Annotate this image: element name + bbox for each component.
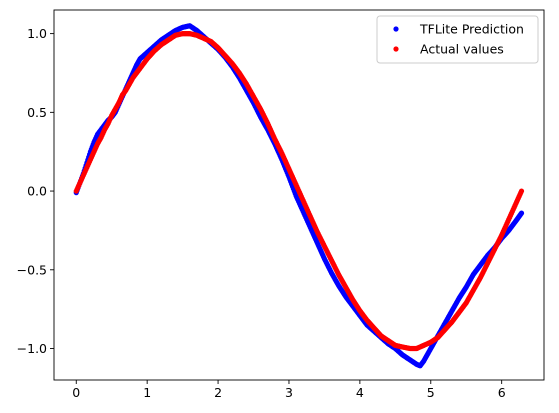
legend-marker [393, 26, 398, 31]
y-tick-label: 0.5 [27, 105, 47, 120]
actual-point [519, 188, 524, 193]
x-tick-label: 0 [72, 385, 80, 400]
x-tick-label: 5 [427, 385, 435, 400]
y-tick-label: −0.5 [17, 262, 47, 277]
x-tick-label: 2 [214, 385, 222, 400]
y-tick-label: −1.0 [17, 341, 47, 356]
prediction-point [519, 211, 524, 216]
legend-label: TFLite Prediction [419, 22, 524, 37]
y-tick-label: 0.0 [27, 184, 47, 199]
x-tick-label: 1 [143, 385, 151, 400]
legend-marker [393, 46, 398, 51]
legend: TFLite Prediction Actual values [377, 16, 538, 63]
x-tick-label: 4 [356, 385, 364, 400]
y-tick-label: 1.0 [27, 26, 47, 41]
x-tick-label: 3 [285, 385, 293, 400]
legend-label: Actual values [420, 42, 504, 57]
x-tick-label: 6 [498, 385, 506, 400]
